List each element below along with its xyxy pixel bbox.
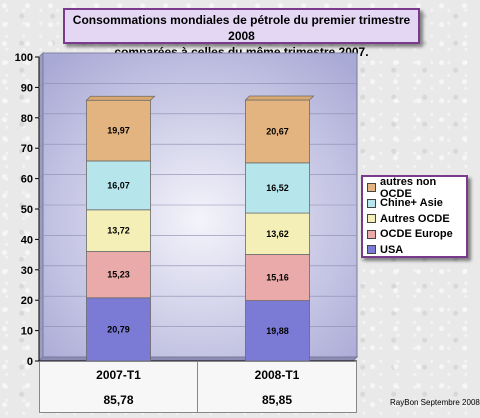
data-label-2007-T1-Chine+-Asie: 16,07	[107, 180, 130, 190]
legend-item-Chine+-Asie: Chine+ Asie	[367, 196, 466, 212]
ytick-label-20: 20	[21, 295, 33, 307]
bar-top-2007-T1	[85, 95, 156, 101]
gridline-side-100	[38, 52, 44, 58]
legend-swatch	[367, 198, 376, 208]
bar-2007-T1-autres-non-OCDE	[86, 99, 151, 162]
legend-label: Autres OCDE	[380, 212, 450, 225]
gridline-side-60	[38, 174, 44, 179]
legend-item-OCDE-Europe: OCDE Europe	[367, 227, 466, 243]
legend-swatch	[367, 229, 376, 239]
bar-2008-T1-autres-non-OCDE	[245, 99, 310, 164]
ytick-label-0: 0	[27, 356, 33, 368]
data-label-2007-T1-USA: 20,79	[107, 324, 130, 334]
bar-2007-T1-Chine+-Asie	[86, 160, 151, 211]
chart-title: Consommations mondiales de pétrole du pr…	[63, 8, 420, 59]
ytick-label-10: 10	[21, 326, 33, 338]
gridline-side-30	[38, 265, 44, 271]
gridline-side-10	[38, 326, 44, 331]
legend-swatch	[367, 183, 376, 193]
legend-swatch	[367, 214, 376, 224]
bar-2008-T1-Chine+-Asie	[245, 162, 310, 214]
chart-legend: autres non OCDE Chine+ Asie Autres OCDE OCD…	[361, 175, 468, 258]
ytick-label-80: 80	[21, 113, 33, 125]
bar-2008-T1-Autres-OCDE	[245, 212, 310, 255]
bar-top-2008-T1	[244, 95, 315, 101]
ytick-label-60: 60	[21, 174, 33, 186]
chart-title-line-1: Consommations mondiales de pétrole du pr…	[72, 13, 411, 43]
ytick-label-70: 70	[21, 143, 33, 155]
gridline-side-70	[38, 143, 44, 149]
data-label-2008-T1-autres-non-OCDE: 20,67	[266, 126, 289, 136]
legend-item-autres-non-OCDE: autres non OCDE	[367, 176, 466, 200]
data-label-2007-T1-Autres-OCDE: 13,72	[107, 226, 130, 236]
bar-2007-T1-Autres-OCDE	[86, 209, 151, 252]
ytick-label-40: 40	[21, 234, 33, 246]
legend-label: autres non OCDE	[380, 175, 437, 200]
data-label-2008-T1-Chine+-Asie: 16,52	[266, 183, 289, 193]
data-label-2008-T1-USA: 19,88	[266, 326, 289, 336]
ytick-label-100: 100	[15, 52, 33, 64]
category-label-2007: 2007-T1	[40, 362, 198, 387]
bar-2008-T1-OCDE-Europe	[245, 254, 310, 301]
credit-text: RayBon Septembre 2008	[390, 398, 480, 407]
gridline-side-40	[38, 235, 44, 240]
category-label-2008: 2008-T1	[254, 367, 300, 382]
total-2008: 85,85	[261, 392, 293, 407]
bar-2007-T1-OCDE-Europe	[86, 251, 151, 299]
gridline-side-80	[38, 113, 44, 119]
data-label-2007-T1-OCDE-Europe: 15,23	[107, 270, 130, 280]
gridline-side-50	[38, 204, 44, 210]
bar-2008-T1-USA	[245, 300, 310, 362]
ytick-label-90: 90	[21, 82, 33, 94]
gridline-side-90	[38, 83, 44, 88]
ytick-label-30: 30	[21, 265, 33, 277]
data-label-2007-T1-autres-non-OCDE: 19,97	[107, 126, 130, 136]
total-2007: 85,78	[40, 387, 198, 412]
legend-item-USA: USA	[367, 242, 466, 258]
ytick-label-50: 50	[21, 204, 33, 216]
gridline-side-20	[38, 295, 44, 301]
data-table: 2007-T1 2008-T1 85,78 85,85	[39, 361, 357, 413]
legend-item-Autres-OCDE: Autres OCDE	[367, 211, 466, 227]
data-label-2008-T1-OCDE-Europe: 15,16	[266, 273, 289, 283]
bar-2007-T1-USA	[86, 297, 151, 362]
legend-label: OCDE Europe	[380, 228, 453, 241]
legend-swatch	[367, 245, 376, 255]
legend-label: USA	[380, 243, 404, 256]
data-label-2008-T1-Autres-OCDE: 13,62	[266, 229, 289, 239]
legend-label: Chine+ Asie	[380, 197, 443, 210]
